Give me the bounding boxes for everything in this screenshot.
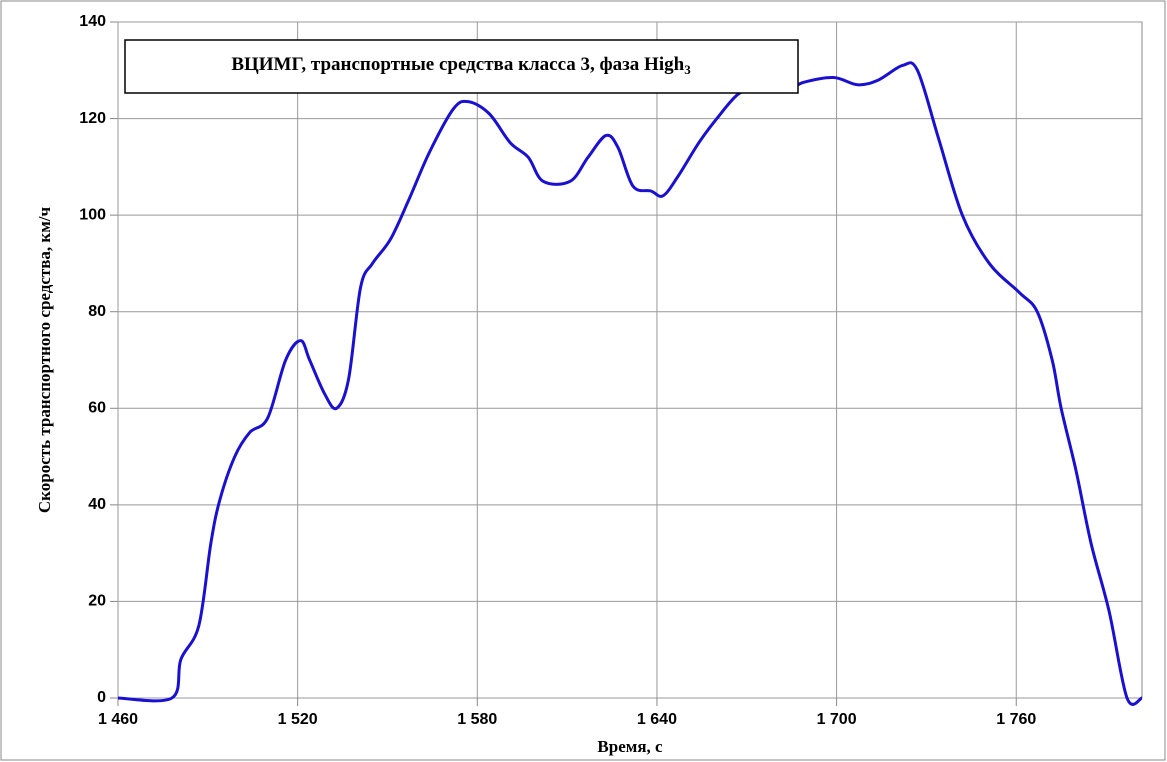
y-tick-label: 100 bbox=[79, 206, 106, 223]
chart-title: ВЦИМГ, транспортные средства класса 3, ф… bbox=[231, 54, 691, 77]
x-tick-label: 1 580 bbox=[457, 711, 497, 728]
y-tick-label: 20 bbox=[88, 593, 106, 610]
marks bbox=[117, 61, 1143, 706]
x-tick-label: 1 640 bbox=[637, 711, 677, 728]
y-tick-label: 60 bbox=[88, 400, 106, 417]
y-tick-label: 120 bbox=[79, 110, 106, 127]
speed-line bbox=[117, 61, 1143, 706]
y-tick-label: 140 bbox=[79, 13, 106, 30]
x-tick-label: 1 520 bbox=[278, 711, 318, 728]
y-tick-label: 40 bbox=[88, 496, 106, 513]
x-tick-label: 1 700 bbox=[817, 711, 857, 728]
plot-area bbox=[117, 21, 1143, 699]
title-main: ВЦИМГ, транспортные средства класса 3, ф… bbox=[231, 54, 684, 75]
y-tick-label: 0 bbox=[97, 689, 106, 706]
title-subscript: 3 bbox=[684, 62, 691, 77]
x-axis-label: Время, с bbox=[597, 737, 663, 756]
title-box bbox=[124, 39, 799, 94]
y-tick-label: 80 bbox=[88, 303, 106, 320]
y-axis-label: Скорость транспортного средства, км/ч bbox=[35, 206, 54, 513]
grid bbox=[110, 21, 1142, 706]
x-tick-label: 1 760 bbox=[996, 711, 1036, 728]
x-tick-label: 1 460 bbox=[98, 711, 138, 728]
